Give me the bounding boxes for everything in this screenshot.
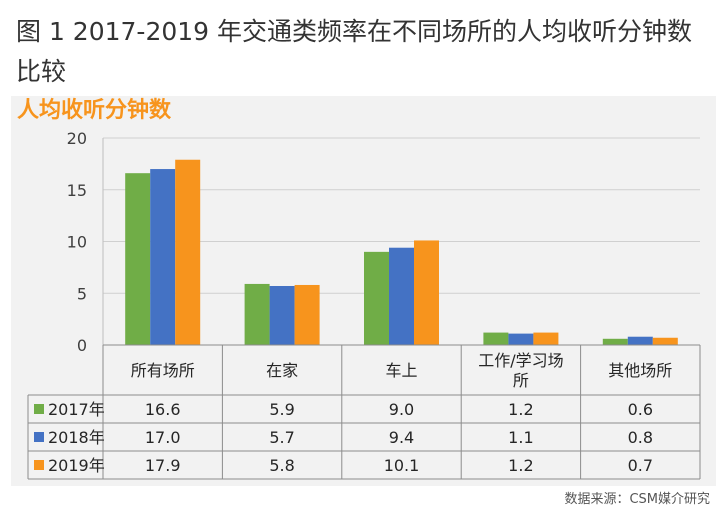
chart-title: 图 1 2017-2019 年交通类频率在不同场所的人均收听分钟数比较 <box>16 17 693 86</box>
data-label: 0.6 <box>628 400 653 419</box>
data-label: 1.1 <box>508 428 533 447</box>
y-tick-label: 15 <box>67 181 87 200</box>
data-label: 5.9 <box>269 400 294 419</box>
y-tick-label: 20 <box>67 129 87 148</box>
bar-2018年-在家 <box>269 286 295 345</box>
y-axis-label: 人均收听分钟数 <box>17 98 172 123</box>
data-label: 9.4 <box>389 428 414 447</box>
bar-2018年-其他场所 <box>627 336 653 345</box>
bar-2019年-所有场所 <box>175 159 201 345</box>
data-label: 0.7 <box>628 456 653 475</box>
category-label: 所有场所 <box>131 361 195 380</box>
data-label: 5.8 <box>269 456 294 475</box>
bar-2019年-在家 <box>294 284 320 345</box>
y-tick-label: 5 <box>77 284 87 303</box>
source-note: 数据来源：CSM媒介研究 <box>564 492 710 507</box>
data-label: 5.7 <box>269 428 294 447</box>
category-label: 工作/学习场 <box>478 351 563 370</box>
bar-2017年-在家 <box>244 283 270 345</box>
bar-2018年-所有场所 <box>150 169 176 345</box>
legend-key-2019年 <box>34 460 44 470</box>
data-label: 17.0 <box>145 428 181 447</box>
bar-2019年-其他场所 <box>652 337 678 345</box>
data-label: 9.0 <box>389 400 414 419</box>
bar-2017年-所有场所 <box>125 173 151 345</box>
bar-2019年-车上 <box>414 240 439 345</box>
category-label: 所 <box>513 371 529 390</box>
category-label: 车上 <box>385 361 417 380</box>
data-label: 10.1 <box>384 456 420 475</box>
data-label: 17.9 <box>145 456 181 475</box>
bar-2019年-工作/学习场所 <box>533 332 559 345</box>
data-label: 1.2 <box>508 456 533 475</box>
y-tick-label: 10 <box>67 233 87 252</box>
bar-2017年-车上 <box>364 251 389 345</box>
legend-key-2017年 <box>34 404 44 414</box>
data-label: 16.6 <box>145 400 181 419</box>
data-label: 0.8 <box>628 428 653 447</box>
legend-label: 2018年 <box>48 428 105 447</box>
bar-2018年-工作/学习场所 <box>508 333 534 345</box>
data-label: 1.2 <box>508 400 533 419</box>
category-label: 其他场所 <box>608 361 672 380</box>
legend-key-2018年 <box>34 432 44 442</box>
bar-2018年-车上 <box>389 247 414 345</box>
bar-2017年-工作/学习场所 <box>483 332 509 345</box>
legend-label: 2017年 <box>48 400 105 419</box>
y-tick-label: 0 <box>77 336 87 355</box>
bar-2017年-其他场所 <box>602 338 628 345</box>
category-label: 在家 <box>266 361 298 380</box>
legend-label: 2019年 <box>48 456 105 475</box>
